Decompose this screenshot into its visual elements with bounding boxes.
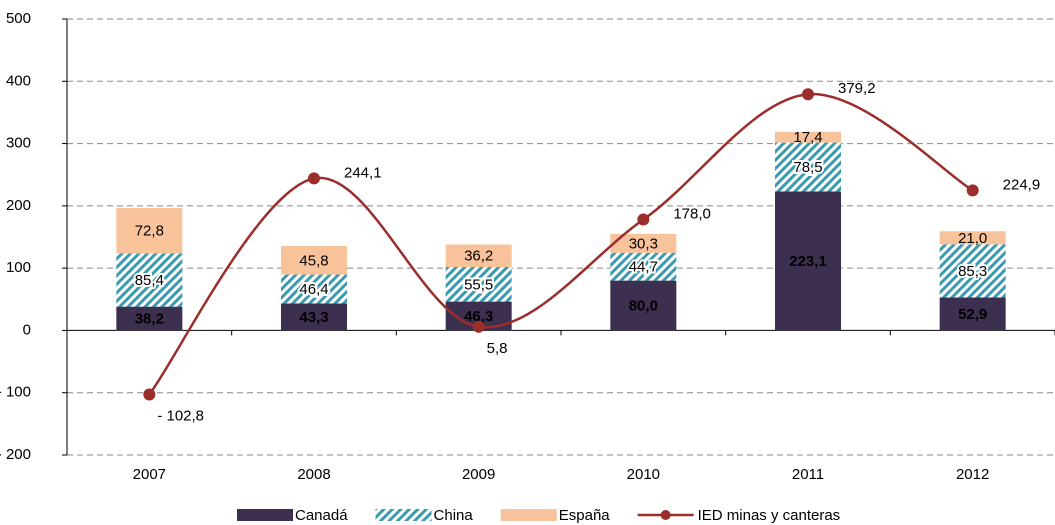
bar-segment bbox=[281, 303, 347, 331]
bar-segment bbox=[939, 231, 1006, 245]
y-tick-label: 100 bbox=[6, 259, 31, 276]
bar-segment bbox=[610, 252, 677, 281]
legend-key bbox=[660, 510, 671, 520]
x-tick-label: 2010 bbox=[627, 466, 660, 483]
y-tick-label: - 100 bbox=[0, 384, 31, 401]
legend-key bbox=[500, 509, 557, 521]
bar-segment bbox=[445, 244, 512, 268]
bar-segment bbox=[939, 297, 1006, 331]
line-marker bbox=[637, 213, 650, 226]
bar-segment bbox=[281, 246, 347, 275]
y-tick-label: 300 bbox=[6, 135, 31, 152]
bar-segment bbox=[445, 267, 512, 302]
data-label: 223,1 bbox=[789, 253, 827, 270]
data-label: 5,8 bbox=[487, 340, 508, 357]
line bbox=[148, 92, 974, 396]
x-tick-label: 2011 bbox=[792, 466, 824, 483]
data-label: 178,0 bbox=[673, 206, 711, 223]
bar-segment bbox=[610, 233, 677, 253]
data-label: 244,1 bbox=[344, 164, 382, 181]
bar-segment bbox=[775, 142, 841, 192]
data-label: 46,4 bbox=[299, 281, 328, 298]
data-label: 36,2 bbox=[464, 248, 493, 265]
line-marker bbox=[143, 388, 156, 401]
bar-segment bbox=[116, 208, 183, 254]
legend-label: China bbox=[434, 507, 474, 524]
x-tick-label: 2012 bbox=[956, 466, 989, 483]
data-label: 85,3 bbox=[958, 263, 987, 280]
line-marker bbox=[472, 320, 485, 333]
data-label: 379,2 bbox=[838, 80, 876, 97]
x-tick-label: 2007 bbox=[133, 466, 166, 483]
legend-label: Canadá bbox=[295, 507, 348, 524]
data-label: 43,3 bbox=[299, 309, 328, 326]
data-label: 21,0 bbox=[958, 230, 987, 247]
line-marker bbox=[308, 172, 320, 185]
data-label: 85,4 bbox=[135, 272, 164, 289]
bar-segment bbox=[116, 253, 183, 307]
data-label: 44,7 bbox=[629, 259, 658, 276]
bar-segment bbox=[775, 191, 841, 331]
data-label: 224,9 bbox=[1003, 176, 1041, 193]
data-label: 72,8 bbox=[135, 223, 164, 240]
bar-segment bbox=[775, 131, 841, 143]
bar-segment bbox=[116, 306, 183, 331]
legend-label: España bbox=[559, 507, 611, 524]
data-label: 80,0 bbox=[629, 297, 658, 314]
data-label: 45,8 bbox=[299, 252, 328, 269]
x-tick-label: 2009 bbox=[462, 466, 495, 483]
bar-segment bbox=[610, 280, 677, 331]
y-tick-label: 200 bbox=[6, 197, 31, 214]
y-tick-label: 0 bbox=[23, 321, 31, 338]
bar-segment bbox=[939, 244, 1006, 298]
x-tick-label: 2008 bbox=[297, 466, 330, 483]
y-tick-label: 500 bbox=[6, 10, 31, 27]
legend-key bbox=[375, 509, 432, 521]
line-marker bbox=[802, 88, 814, 101]
data-label: 38,2 bbox=[135, 311, 164, 328]
data-label: 78,5 bbox=[793, 159, 822, 176]
y-tick-label: - 200 bbox=[0, 446, 31, 463]
data-label: 17,4 bbox=[793, 129, 822, 146]
data-label: 55,5 bbox=[464, 276, 493, 293]
data-label: 46,3 bbox=[464, 308, 493, 325]
legend-label: IED minas y canteras bbox=[698, 507, 841, 524]
data-label: 30,3 bbox=[629, 235, 658, 252]
legend-key bbox=[237, 509, 293, 521]
y-tick-label: 400 bbox=[6, 72, 31, 89]
data-label: - 102,8 bbox=[157, 407, 204, 424]
bar-segment bbox=[281, 274, 347, 304]
data-label: 52,9 bbox=[958, 306, 987, 323]
line-marker bbox=[966, 184, 979, 197]
